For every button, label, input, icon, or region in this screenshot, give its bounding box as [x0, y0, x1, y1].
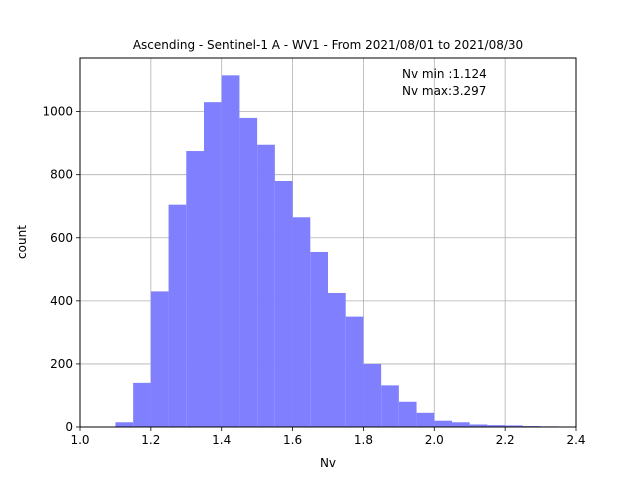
x-tick-label: 1.6	[283, 433, 302, 447]
histogram-bar	[328, 292, 346, 427]
histogram-bar	[239, 117, 258, 427]
bars-layer	[115, 75, 559, 428]
histogram-bar	[487, 425, 506, 427]
x-axis-ticks: 1.0 1.2 1.4 1.6 1.8 2.0 2.2 2.4	[70, 427, 586, 447]
histogram-bar	[150, 291, 169, 427]
y-tick-label: 600	[50, 231, 73, 245]
x-tick-label: 1.2	[141, 433, 160, 447]
x-tick-label: 2.4	[566, 433, 585, 447]
x-tick-label: 2.0	[425, 433, 444, 447]
histogram-bar	[398, 401, 417, 427]
histogram-bar	[363, 363, 382, 427]
histogram-bar	[168, 204, 187, 427]
histogram-bar	[416, 412, 435, 427]
histogram-bar	[221, 75, 240, 427]
y-tick-label: 400	[50, 294, 73, 308]
histogram-bar	[292, 217, 311, 427]
x-tick-label: 1.4	[212, 433, 231, 447]
histogram-bar	[274, 181, 293, 427]
x-tick-label: 1.8	[354, 433, 373, 447]
y-tick-label: 0	[65, 420, 73, 434]
histogram-bar	[469, 424, 488, 427]
histogram-bar	[115, 422, 134, 427]
x-axis-label: Nv	[320, 456, 336, 470]
y-tick-label: 200	[50, 357, 73, 371]
histogram-bar	[186, 151, 204, 428]
histogram-bar	[310, 251, 328, 427]
histogram-bar	[345, 316, 364, 427]
x-tick-label: 2.2	[496, 433, 515, 447]
annotation-nv-max: Nv max:3.297	[402, 84, 486, 98]
histogram-bar	[434, 420, 452, 427]
x-tick-label: 1.0	[70, 433, 89, 447]
histogram-bar	[257, 144, 275, 427]
histogram-bar	[381, 385, 399, 427]
histogram-bar	[505, 425, 523, 427]
y-tick-label: 800	[50, 168, 73, 182]
y-tick-label: 1000	[42, 105, 73, 119]
y-axis-ticks: 0 200 400 600 800 1000	[42, 105, 80, 434]
y-axis-label: count	[15, 225, 29, 259]
annotation-nv-min: Nv min :1.124	[402, 67, 487, 81]
plot-frame	[79, 57, 577, 428]
histogram-bar	[204, 102, 222, 428]
histogram-bar	[133, 382, 151, 427]
histogram-bar	[452, 422, 470, 427]
chart-title: Ascending - Sentinel-1 A - WV1 - From 20…	[133, 38, 523, 52]
